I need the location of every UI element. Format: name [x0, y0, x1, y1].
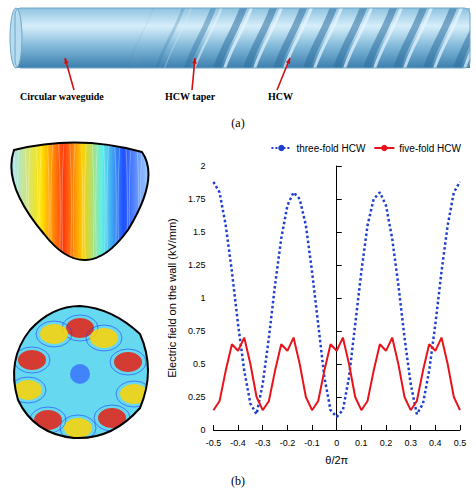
svg-text:-0.1: -0.1 — [304, 438, 320, 448]
html-text:(b): (b) — [231, 474, 245, 488]
svg-text:five-fold HCW: five-fold HCW — [399, 143, 461, 154]
svg-text:HCW: HCW — [268, 91, 293, 102]
svg-text:1.25: 1.25 — [188, 260, 206, 270]
svg-text:1: 1 — [200, 293, 205, 303]
svg-text:Circular waveguide: Circular waveguide — [20, 91, 104, 102]
svg-text:HCW taper: HCW taper — [165, 91, 216, 102]
svg-text:1.75: 1.75 — [188, 194, 206, 204]
svg-text:three-fold HCW: three-fold HCW — [296, 143, 365, 154]
svg-text:0: 0 — [334, 438, 339, 448]
svg-text:0: 0 — [200, 425, 205, 435]
svg-text:Electric field on the wall (kV: Electric field on the wall (kV/mm) — [166, 218, 178, 378]
svg-text:0.25: 0.25 — [188, 392, 206, 402]
svg-text:θ/2π: θ/2π — [325, 454, 348, 466]
html-text:(a): (a) — [231, 116, 245, 130]
svg-text:0.5: 0.5 — [454, 438, 467, 448]
svg-text:0.5: 0.5 — [193, 359, 206, 369]
svg-text:0.1: 0.1 — [355, 438, 368, 448]
svg-text:0.4: 0.4 — [429, 438, 442, 448]
svg-text:-0.2: -0.2 — [280, 438, 296, 448]
svg-text:-0.4: -0.4 — [230, 438, 246, 448]
svg-text:2: 2 — [200, 161, 205, 171]
svg-text:-0.5: -0.5 — [206, 438, 222, 448]
svg-text:0.75: 0.75 — [188, 326, 206, 336]
svg-text:-0.3: -0.3 — [255, 438, 271, 448]
svg-text:1.5: 1.5 — [193, 227, 206, 237]
svg-text:0.3: 0.3 — [404, 438, 417, 448]
svg-text:0.2: 0.2 — [380, 438, 393, 448]
